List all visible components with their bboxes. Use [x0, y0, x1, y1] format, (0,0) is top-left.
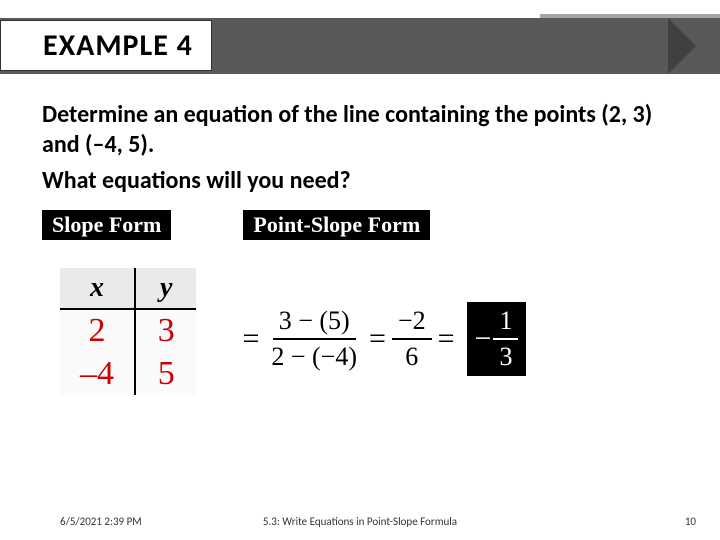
point-slope-form-label: Point-Slope Form — [243, 210, 430, 240]
slide-title: Example 4 — [43, 27, 193, 64]
table-header-row: x y — [60, 268, 196, 309]
problem-line-1: Determine an equation of the line contai… — [42, 100, 682, 160]
footer-timestamp: 6/5/2021 2:39 PM — [60, 515, 142, 528]
problem-line-2: What equations will you need? — [42, 166, 682, 196]
footer-section-title: 5.3: Write Equations in Point-Slope Form… — [263, 515, 457, 528]
cell-y-1: 5 — [135, 353, 196, 396]
col-header-y: y — [135, 268, 196, 309]
cell-x-1: –4 — [60, 353, 135, 396]
cell-y-0: 3 — [135, 309, 196, 353]
result-box: − 1 3 — [467, 302, 527, 376]
slope-equation: = 3 − (5) 2 − (−4) = −2 6 = − 1 3 — [236, 302, 526, 376]
equals-sign: = — [242, 322, 259, 356]
equals-sign: = — [369, 322, 386, 356]
table-row: 2 3 — [60, 309, 196, 353]
slide-title-box: Example 4 — [0, 20, 212, 71]
math-row: x y 2 3 –4 5 = 3 − (5) 2 − (−4) = −2 6 =… — [60, 268, 700, 395]
cell-x-0: 2 — [60, 309, 135, 353]
header-chevron-icon — [668, 18, 696, 74]
slide-footer: 6/5/2021 2:39 PM 5.3: Write Equations in… — [0, 515, 720, 528]
fraction-1: 3 − (5) 2 − (−4) — [265, 306, 363, 372]
forms-row: Slope Form Point-Slope Form — [42, 210, 682, 240]
xy-table: x y 2 3 –4 5 — [60, 268, 196, 395]
result-sign: − — [475, 322, 492, 356]
slope-form-label: Slope Form — [42, 210, 171, 240]
table-row: –4 5 — [60, 353, 196, 396]
equals-sign: = — [438, 322, 455, 356]
slide-content: Determine an equation of the line contai… — [42, 100, 682, 240]
footer-page-number: 10 — [685, 515, 696, 528]
result-fraction: 1 3 — [493, 306, 518, 372]
col-header-x: x — [60, 268, 135, 309]
fraction-2: −2 6 — [392, 306, 432, 372]
